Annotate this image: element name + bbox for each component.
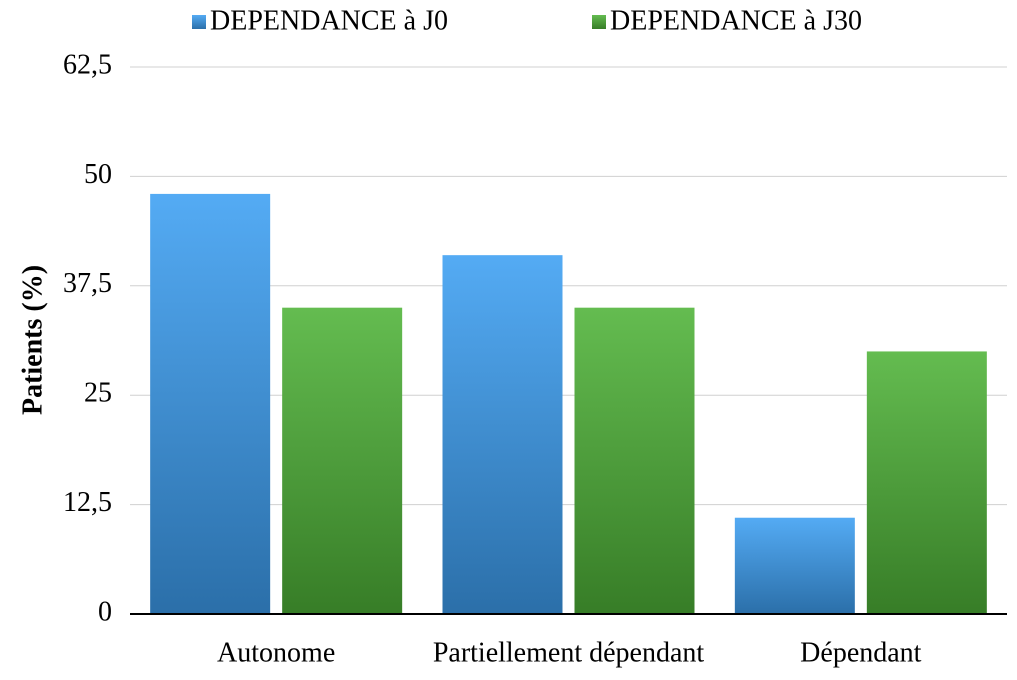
- bar: [150, 193, 271, 615]
- legend-swatch: [192, 15, 206, 29]
- bar: [866, 351, 987, 614]
- bar: [734, 517, 855, 614]
- legend-swatch: [592, 15, 606, 29]
- bar: [442, 255, 563, 614]
- y-tick-label: 50: [84, 159, 112, 190]
- y-tick-label: 12,5: [63, 487, 112, 518]
- x-tick-label: Partiellement dépendant: [433, 637, 705, 668]
- y-tick-label: 0: [98, 596, 112, 627]
- bar: [282, 307, 403, 614]
- y-tick-label: 25: [84, 378, 112, 409]
- legend-label: DEPENDANCE à J30: [610, 5, 862, 36]
- x-tick-label: Autonome: [217, 637, 335, 668]
- legend-label: DEPENDANCE à J0: [210, 5, 448, 36]
- y-axis-label: Patients (%): [17, 265, 48, 415]
- x-tick-label: Dépendant: [800, 637, 922, 668]
- bar: [574, 307, 695, 614]
- y-tick-label: 62,5: [63, 49, 112, 80]
- y-tick-label: 37,5: [63, 268, 112, 299]
